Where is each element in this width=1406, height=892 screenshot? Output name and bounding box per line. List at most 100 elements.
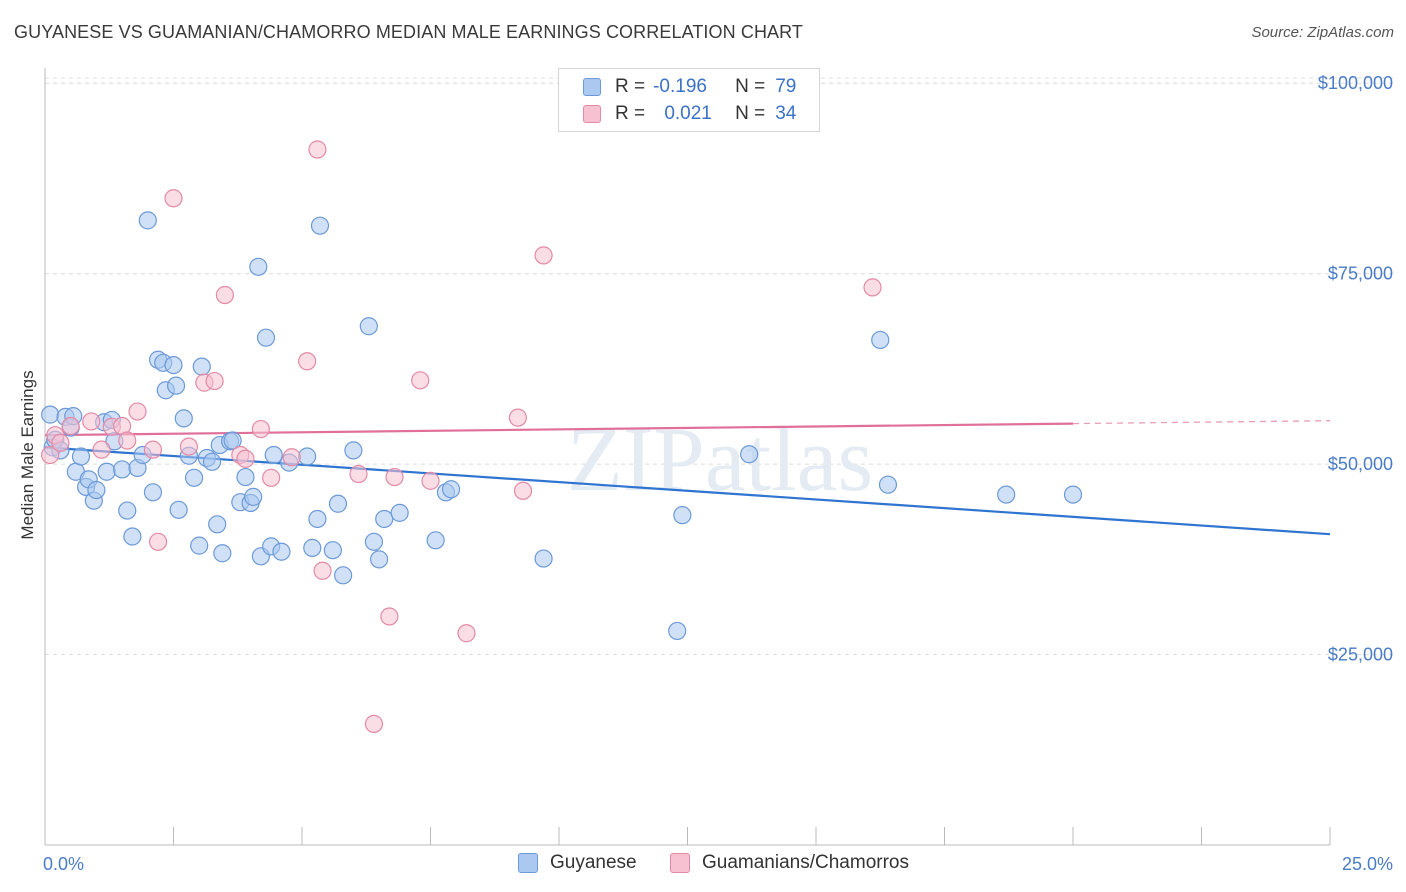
point-guamanian (143, 440, 163, 459)
y-tick-label: $100,000 (1318, 73, 1393, 93)
point-guyanese (112, 460, 132, 479)
point-guyanese (223, 431, 242, 450)
point-guamanian (534, 246, 553, 265)
point-guamanian (82, 412, 101, 431)
trend-line-guyanese (44, 446, 1331, 536)
point-guyanese (202, 452, 222, 471)
point-guyanese (256, 328, 276, 347)
point-guamanian (262, 468, 281, 487)
legend-swatch-guamanian (583, 105, 601, 123)
point-guyanese (534, 549, 553, 568)
chart-title: GUYANESE VS GUAMANIAN/CHAMORRO MEDIAN MA… (14, 22, 804, 42)
point-guyanese (123, 527, 142, 546)
point-guyanese (272, 542, 291, 561)
legend-n-value: 34 (775, 103, 797, 124)
x-tick-labels: 0.0% 25.0% (43, 854, 1393, 874)
point-guamanian (179, 437, 199, 456)
point-guamanian (421, 471, 440, 490)
point-guyanese (390, 503, 409, 522)
point-guamanian (298, 352, 317, 371)
legend-swatch-guyanese (583, 78, 601, 96)
point-guyanese (441, 480, 461, 499)
y-tick-labels: $25,000 $50,000 $75,000 $100,000 (1318, 73, 1393, 664)
x-tick-label: 25.0% (1342, 854, 1393, 874)
point-guamanian (236, 449, 255, 468)
series-legend: Guyanese Guamanians/Chamorros (0, 852, 1406, 876)
legend-label: Guyanese (550, 852, 637, 873)
watermark: ZIPatlas (567, 408, 874, 510)
point-guamanian (385, 467, 404, 487)
correlation-legend: R = -0.196 N = 79 R = 0.021 N = 34 (558, 68, 820, 132)
legend-item-guamanian[interactable]: Guamanians/Chamorros (670, 852, 909, 874)
point-guyanese (264, 445, 283, 465)
point-guyanese (244, 487, 263, 506)
point-guyanese (213, 544, 232, 563)
legend-r-value: -0.196 (653, 76, 707, 97)
point-guamanian (41, 445, 60, 465)
point-guamanian (215, 285, 234, 305)
point-guyanese (184, 468, 204, 487)
point-guyanese (249, 257, 268, 276)
point-guyanese (359, 317, 378, 336)
point-guyanese (344, 441, 363, 460)
point-guamanian (164, 189, 183, 208)
legend-n-label: N = (735, 103, 766, 124)
point-guamanian (380, 607, 399, 626)
legend-row-guamanian: R = 0.021 N = 34 (583, 102, 796, 126)
point-guamanian (349, 464, 368, 484)
point-guyanese (138, 211, 157, 230)
trend-line-guamanian (44, 422, 1074, 437)
point-guamanian (508, 408, 527, 427)
point-guyanese (169, 500, 188, 519)
point-guyanese (1063, 485, 1083, 504)
point-guyanese (740, 445, 759, 464)
legend-n-label: N = (735, 76, 766, 97)
point-guyanese (166, 376, 186, 395)
point-guamanian (411, 371, 430, 390)
point-guyanese (997, 485, 1016, 504)
point-guyanese (87, 480, 106, 500)
point-guyanese (143, 483, 163, 502)
point-guamanian (251, 419, 270, 439)
point-guyanese (871, 330, 890, 350)
point-guyanese (118, 501, 137, 520)
point-guamanian (205, 371, 224, 391)
point-guyanese (878, 475, 898, 494)
legend-r-label: R = (615, 103, 646, 124)
point-guamanian (364, 714, 384, 733)
gridlines (45, 77, 1393, 656)
point-guamanian (61, 416, 80, 436)
point-guyanese (310, 216, 330, 235)
legend-swatch-guamanian (670, 853, 690, 873)
point-guyanese (673, 506, 692, 525)
legend-r-value: 0.021 (664, 103, 712, 124)
trend-line-guamanian-extension (1072, 420, 1331, 425)
legend-label: Guamanians/Chamorros (702, 852, 909, 873)
legend-row-guyanese: R = -0.196 N = 79 (583, 75, 796, 99)
point-guyanese (236, 467, 255, 487)
point-guyanese (308, 509, 327, 529)
point-guyanese (164, 355, 183, 375)
point-guamanian (457, 624, 476, 643)
point-guamanian (308, 140, 327, 159)
y-tick-label: $75,000 (1328, 264, 1393, 284)
point-guyanese (328, 494, 348, 513)
point-guyanese (174, 409, 193, 428)
x-tick-label: 0.0% (43, 854, 84, 874)
point-guamanian (148, 532, 168, 551)
y-axis-label: Median Male Earnings (18, 370, 37, 539)
point-guyanese (41, 405, 60, 424)
point-guyanese (190, 536, 209, 555)
point-guyanese (71, 447, 91, 466)
point-guyanese (334, 566, 353, 585)
data-points (41, 140, 1083, 733)
point-guamanian (118, 431, 137, 450)
point-guyanese (375, 509, 394, 529)
source-label: Source: ZipAtlas.com (1251, 24, 1394, 41)
y-tick-label: $50,000 (1328, 454, 1393, 474)
legend-item-guyanese[interactable]: Guyanese (518, 852, 637, 874)
point-guamanian (128, 402, 147, 421)
point-guyanese (298, 447, 317, 466)
trend-lines (44, 420, 1331, 536)
